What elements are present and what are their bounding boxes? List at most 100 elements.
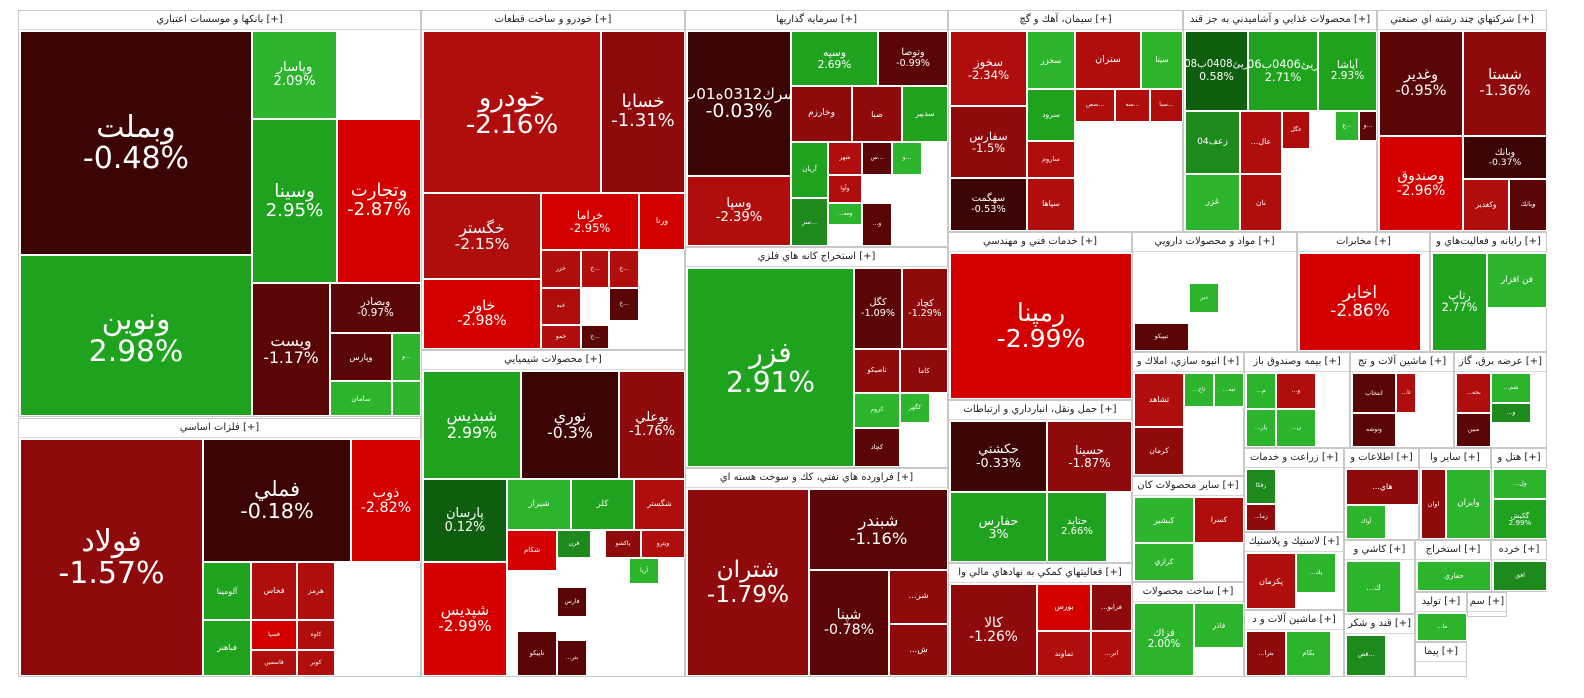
stock-tile[interactable]: نان [1240, 174, 1282, 231]
stock-tile[interactable]: ...شر [889, 570, 948, 624]
stock-tile[interactable]: سخزر [1027, 31, 1075, 89]
stock-tile[interactable]: آلومينا [203, 562, 251, 620]
stock-tile[interactable]: كلر [571, 479, 634, 530]
sector-header[interactable]: توليد [+] [1416, 593, 1466, 612]
stock-tile[interactable]: ويترو [641, 530, 685, 558]
stock-tile[interactable]: فن افزار [1487, 253, 1547, 308]
stock-tile[interactable]: شتران -1.79% [687, 489, 809, 676]
stock-tile[interactable]: وبملت -0.48% [20, 31, 252, 255]
stock-tile[interactable]: شهر [828, 142, 862, 175]
stock-tile[interactable]: شگستر [634, 479, 685, 530]
stock-tile[interactable]: حفاري [1417, 561, 1491, 591]
stock-tile[interactable]: سبا... [1150, 89, 1183, 122]
sector-header[interactable]: فلزات اساسي [+] [19, 419, 420, 438]
stock-tile[interactable]: سامان [330, 381, 392, 416]
stock-tile[interactable]: ذوب -2.82% [351, 439, 421, 562]
stock-tile[interactable]: س... [862, 142, 892, 175]
stock-tile[interactable]: تماوند [1037, 631, 1091, 676]
sector-header[interactable]: انبوه سازي، املاك و [+] [1133, 353, 1243, 372]
stock-tile[interactable]: بورس [1037, 584, 1091, 631]
stock-tile[interactable]: وتوشه [1352, 413, 1396, 447]
sector-header[interactable]: كاشي و [+] [1345, 541, 1414, 560]
stock-tile[interactable]: حسينا -1.87% [1047, 421, 1132, 492]
stock-tile[interactable]: خ... [581, 250, 609, 288]
stock-tile[interactable]: تاصيكو [854, 349, 900, 393]
sector-header[interactable]: فعاليتهاي كمكي به نهادهاي مالي وا [+] [949, 564, 1131, 583]
stock-tile[interactable]: خ... [609, 288, 639, 321]
sector-header[interactable]: ماشين آلات و تج [+] [1351, 353, 1453, 372]
stock-tile[interactable]: صبا [852, 86, 902, 142]
stock-tile[interactable]: كگهر [900, 393, 930, 423]
stock-tile[interactable]: ...عال [1240, 111, 1282, 174]
stock-tile[interactable]: وخارزم [791, 86, 852, 142]
stock-tile[interactable]: فزر 2.91% [687, 268, 854, 467]
stock-tile[interactable]: آپاشا 2.93% [1318, 31, 1377, 111]
stock-tile[interactable]: و... [1359, 111, 1377, 141]
stock-tile[interactable]: فرن [557, 530, 591, 558]
stock-tile[interactable]: ...بتر [557, 640, 587, 676]
sector-header[interactable]: سرمايه گذاريها [+] [686, 11, 947, 30]
stock-tile[interactable]: ...و [1491, 403, 1531, 423]
stock-tile[interactable]: كرمان [1134, 427, 1184, 475]
stock-tile[interactable]: ستران [1075, 31, 1141, 89]
stock-tile[interactable]: ...بجه [1456, 373, 1491, 413]
stock-tile[interactable]: غ... [1335, 111, 1359, 141]
stock-tile[interactable]: خزر [541, 250, 581, 288]
stock-tile[interactable]: تاپيكو [517, 631, 557, 676]
stock-tile[interactable]: ريئ0408ب08 0.58% [1185, 31, 1248, 111]
stock-tile[interactable]: وبانك -0.37% [1463, 136, 1547, 179]
stock-tile[interactable]: فولاد -1.57% [20, 439, 203, 676]
stock-tile[interactable]: دبر [1189, 283, 1219, 313]
stock-tile[interactable]: ريئ0406ب06 2.71% [1248, 31, 1318, 111]
stock-tile[interactable]: مبين [1456, 413, 1491, 447]
stock-tile[interactable]: آواك [1346, 505, 1386, 539]
stock-tile[interactable]: فزاك 2.00% [1134, 603, 1194, 676]
stock-tile[interactable]: پكرمان [1246, 553, 1296, 609]
stock-tile[interactable]: وپارس [330, 333, 392, 381]
stock-tile[interactable]: خ... [609, 250, 639, 288]
stock-tile[interactable]: ورنا [639, 193, 685, 250]
stock-tile[interactable]: فخاس [251, 562, 297, 620]
stock-tile[interactable]: افق [1493, 561, 1547, 591]
stock-tile[interactable]: بوعلي -1.76% [619, 371, 685, 479]
stock-tile[interactable]: خودرو -2.16% [423, 31, 601, 193]
stock-tile[interactable]: رمپنا -2.99% [950, 253, 1132, 399]
stock-tile[interactable]: و... [892, 142, 922, 175]
stock-tile[interactable]: ...فرابو [1091, 584, 1132, 631]
sector-header[interactable]: لاستيك و پلاستيك [+] [1245, 533, 1343, 552]
stock-tile[interactable]: وتوصا -0.99% [878, 31, 948, 86]
stock-tile[interactable]: ...و [1276, 373, 1316, 409]
stock-tile[interactable]: حتايد 2.66% [1047, 492, 1107, 562]
sector-header[interactable]: محصولات غذايي و آشاميدني به جز قند [+] [1184, 11, 1376, 30]
stock-tile[interactable]: كچاد -1.29% [902, 268, 948, 349]
stock-tile[interactable]: ويست -1.17% [252, 283, 330, 416]
sector-header[interactable]: عرضه برق، گاز [+] [1455, 353, 1546, 372]
stock-tile[interactable]: بكام [1286, 631, 1331, 676]
stock-tile[interactable]: زفكا [1246, 469, 1276, 504]
stock-tile[interactable]: ...هاي [1346, 469, 1419, 505]
stock-tile[interactable]: وبصادر -0.97% [330, 283, 421, 333]
stock-tile[interactable]: خسايا -1.31% [601, 31, 685, 193]
stock-tile[interactable]: سهگمت -0.53% [950, 178, 1027, 231]
stock-tile[interactable]: آريان [791, 142, 828, 198]
stock-tile[interactable]: شبندر -1.16% [809, 489, 948, 570]
stock-tile[interactable]: ...پار [1246, 409, 1276, 447]
stock-tile[interactable]: ثشاهد [1134, 373, 1184, 427]
stock-tile[interactable]: قص... [1346, 635, 1386, 676]
stock-tile[interactable]: اوان [1421, 469, 1446, 539]
stock-tile[interactable]: شيراز [507, 479, 571, 530]
stock-tile[interactable]: ...پك [1296, 553, 1336, 593]
stock-tile[interactable]: شپديس -2.99% [423, 562, 507, 676]
stock-tile[interactable]: وسينا 2.95% [252, 119, 337, 283]
stock-tile[interactable]: سه... [1115, 89, 1150, 122]
sector-header[interactable]: شركتهاي چند رشته اي صنعتي [+] [1378, 11, 1546, 30]
stock-tile[interactable]: ...ول [1493, 469, 1547, 499]
stock-tile[interactable]: خمو [541, 325, 581, 349]
stock-tile[interactable]: هرمز [297, 562, 335, 620]
sector-header[interactable]: محصولات شيميايي [+] [422, 351, 684, 370]
stock-tile[interactable]: وصندوق -2.96% [1379, 136, 1463, 231]
sector-header[interactable]: حمل ونقل، انبارداري و ارتباطات [+] [949, 401, 1131, 420]
stock-tile[interactable]: كروم [854, 393, 900, 428]
stock-tile[interactable]: ...انر [1091, 631, 1132, 676]
stock-tile[interactable]: كبشير [1134, 497, 1194, 543]
